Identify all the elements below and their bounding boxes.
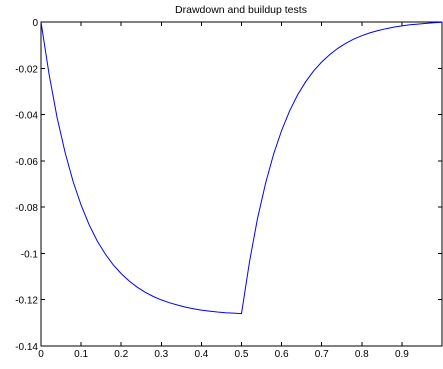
x-tick-label: 0.5 (235, 349, 249, 360)
x-tick-label: 0.6 (275, 349, 289, 360)
x-tick-label: 0.9 (395, 349, 409, 360)
y-tick-label: -0.02 (15, 64, 38, 75)
plot-frame (40, 21, 443, 347)
x-tick-label: 0.3 (154, 349, 168, 360)
x-tick-label: 0.2 (114, 349, 128, 360)
x-tick-label: 0 (38, 349, 44, 360)
chart-title: Drawdown and buildup tests (175, 4, 307, 16)
y-tick-label: -0.06 (15, 157, 38, 168)
x-tick-label: 0.7 (315, 349, 329, 360)
x-tick-label: 0.1 (74, 349, 88, 360)
y-tick-label: -0.04 (15, 111, 38, 122)
x-tick-label: 0.8 (355, 349, 369, 360)
y-tick-label: -0.14 (15, 342, 38, 353)
y-tick-label: 0 (32, 18, 38, 29)
axes: 0 0.1 0.2 0.3 0.4 0.5 0.6 0.7 0.8 0.9 0 -0.02 -0.04 -… (15, 18, 443, 360)
series-line (40, 21, 443, 315)
y-tick-label: -0.1 (21, 249, 39, 260)
y-tick-label: -0.12 (15, 296, 38, 307)
x-tick-label: 0.4 (194, 349, 208, 360)
y-tick-label: -0.08 (15, 203, 38, 214)
series-layer (40, 21, 443, 315)
